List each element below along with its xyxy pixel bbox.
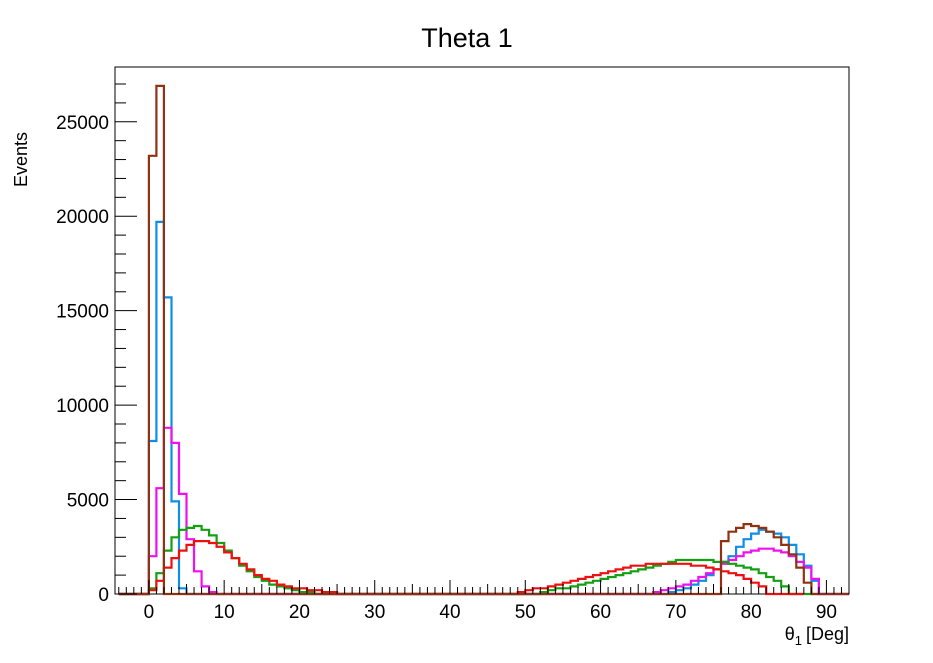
y-axis-title: Events [11, 132, 31, 187]
x-axis: 0 10 20 30 40 50 60 70 80 90 [118, 580, 850, 623]
x-tick-label: 70 [665, 602, 686, 623]
x-tick-label: 0 [144, 602, 155, 623]
x-axis-title-unit: [Deg] [806, 624, 849, 644]
plot-frame [114, 66, 850, 595]
x-tick-label: 40 [439, 602, 460, 623]
x-tick-label: 80 [741, 602, 762, 623]
series-line-4 [118, 540, 804, 596]
x-tick-label: 50 [515, 602, 536, 623]
x-tick-label: 20 [289, 602, 310, 623]
x-axis-title-subscript: 1 [795, 633, 802, 648]
series-line-1 [118, 220, 849, 596]
y-tick-label: 5000 [67, 491, 109, 512]
x-axis-title-symbol: θ [785, 624, 795, 644]
y-tick-label: 25000 [56, 113, 109, 134]
chart-title: Theta 1 [421, 23, 513, 53]
y-axis: 0 5000 10000 15000 20000 25000 [56, 83, 137, 606]
series-layer [118, 84, 849, 596]
x-tick-label: 10 [214, 602, 235, 623]
y-tick-label: 15000 [56, 302, 109, 323]
x-tick-label: 30 [364, 602, 385, 623]
x-tick-label: 90 [816, 602, 837, 623]
y-tick-label: 0 [98, 585, 109, 606]
y-tick-label: 10000 [56, 396, 109, 417]
y-tick-label: 20000 [56, 207, 109, 228]
series-line-5 [118, 84, 849, 596]
x-tick-label: 60 [590, 602, 611, 623]
x-axis-title: θ1 [Deg] [785, 624, 849, 648]
series-line-2 [118, 426, 849, 596]
